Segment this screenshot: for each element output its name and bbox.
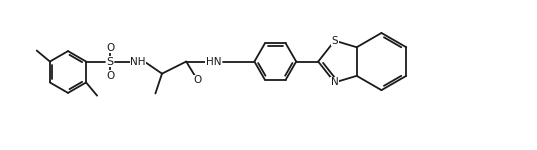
Text: NH: NH [130, 57, 146, 67]
Text: N: N [331, 77, 338, 87]
Text: S: S [331, 36, 338, 46]
Text: O: O [193, 75, 201, 85]
Text: S: S [107, 57, 114, 67]
Text: O: O [106, 43, 114, 52]
Text: HN: HN [206, 57, 221, 67]
Text: O: O [106, 70, 114, 81]
